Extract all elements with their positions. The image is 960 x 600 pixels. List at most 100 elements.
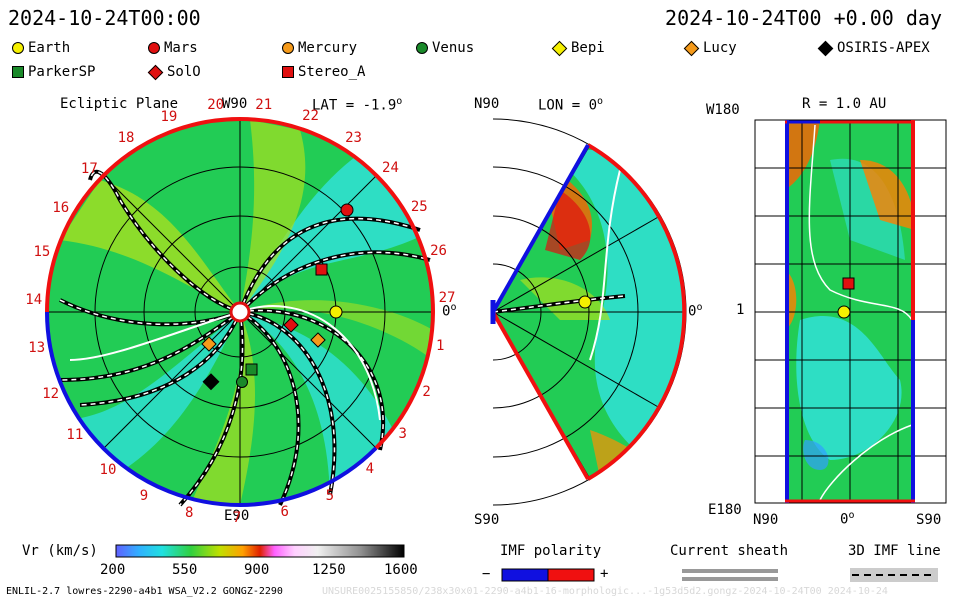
imf-polarity-minus: − xyxy=(482,566,491,582)
legend-label: Lucy xyxy=(703,40,737,56)
lucy-marker xyxy=(310,332,326,348)
circle-symbol-icon xyxy=(12,42,24,54)
ecliptic-lat-label: LAT = -1.9o xyxy=(312,96,403,114)
legend-item-solo: SolO xyxy=(147,64,201,80)
earth-marker xyxy=(329,305,343,319)
footer-right: UNSURE0025155850/238x30x01-2290-a4b1-16-… xyxy=(322,586,888,597)
circle-symbol-icon xyxy=(416,42,428,54)
carrington-tick: 8 xyxy=(184,504,194,521)
carrington-tick: 25 xyxy=(410,198,428,215)
legend-item-venus: Venus xyxy=(416,40,474,56)
meridional-polarity-red-bottom xyxy=(491,311,590,480)
meridional-n90-label: N90 xyxy=(474,96,500,112)
circle-symbol-icon xyxy=(282,42,294,54)
carrington-tick: 16 xyxy=(52,200,70,217)
sun-icon xyxy=(229,301,251,323)
colorbar-tick-1250: 1250 xyxy=(312,562,346,578)
ecliptic-zero-label: 0o xyxy=(442,302,457,320)
meridional-lon-label: LON = 0o xyxy=(538,96,604,114)
current-sheath-label: Current sheath xyxy=(670,543,789,559)
radial-stereo-a-marker xyxy=(842,277,855,290)
ecliptic-current-sheet xyxy=(69,305,381,421)
meridional-current-sheet xyxy=(589,169,621,361)
legend-label: OSIRIS-APEX xyxy=(837,40,930,56)
legend-label: ParkerSP xyxy=(28,64,96,80)
radial-earth-marker xyxy=(837,305,851,319)
radial-grid xyxy=(754,119,947,504)
carrington-tick: 9 xyxy=(139,488,149,505)
carrington-tick: 6 xyxy=(280,504,289,521)
left-timestamp: 2024-10-24T00:00 xyxy=(8,6,201,30)
legend-label: Mars xyxy=(164,40,198,56)
ecliptic-polarity-red xyxy=(239,117,436,450)
carrington-tick: 24 xyxy=(382,160,399,177)
meridional-polarity-blue-top xyxy=(491,144,590,313)
square-symbol-icon xyxy=(12,66,24,78)
solo-marker xyxy=(283,317,299,333)
footer-left: ENLIL-2.7 lowres-2290-a4b1 WSA_V2.2 GONG… xyxy=(6,586,283,597)
right-timestamp: 2024-10-24T00 +0.00 day xyxy=(665,6,942,30)
carrington-tick: 22 xyxy=(302,108,319,125)
colorbar-label: Vr (km/s) xyxy=(22,543,98,559)
carrington-tick: 10 xyxy=(99,462,117,479)
radial-zero-label: 0o xyxy=(840,510,855,528)
stereo-a-marker xyxy=(315,263,328,276)
imf-polarity-plus: + xyxy=(600,566,609,582)
carrington-tick: 2 xyxy=(422,384,431,401)
meridional-earth-marker xyxy=(578,295,592,309)
osiris-apex-marker xyxy=(202,373,220,391)
carrington-tick: 3 xyxy=(398,426,407,442)
ecliptic-w90-label: W90 xyxy=(222,96,248,112)
mars-marker xyxy=(340,203,354,217)
ecliptic-polarity-blue xyxy=(45,311,378,508)
legend-label: Earth xyxy=(28,40,71,56)
legend-item-stereo-a: Stereo_A xyxy=(282,64,365,80)
carrington-tick: 14 xyxy=(25,291,43,308)
legend-item-mercury: Mercury xyxy=(282,40,357,56)
radial-n90-label: N90 xyxy=(753,512,779,528)
mercury-bepi-marker xyxy=(201,336,217,352)
radial-e180-label: E180 xyxy=(708,502,742,518)
current-sheath-line-2 xyxy=(682,577,778,581)
legend-label: Venus xyxy=(432,40,475,56)
legend-item-bepi: Bepi xyxy=(551,40,605,56)
radial-s90-label: S90 xyxy=(916,512,942,528)
carrington-tick: 20 xyxy=(207,97,225,114)
ecliptic-polarity-red-2 xyxy=(45,117,241,313)
carrington-tick: 1 xyxy=(435,338,445,355)
radial-w180-label: W180 xyxy=(706,102,740,118)
imf-polarity-plus-swatch xyxy=(547,568,595,582)
carrington-tick: 26 xyxy=(430,242,447,259)
current-sheath-line-1 xyxy=(682,569,778,573)
imf-polarity-minus-swatch xyxy=(501,568,549,582)
carrington-tick: 18 xyxy=(117,130,135,147)
ecliptic-e90-label: E90 xyxy=(224,508,250,524)
carrington-tick: 17 xyxy=(80,161,98,178)
imf-polarity-label: IMF polarity xyxy=(500,543,602,559)
legend-item-lucy: Lucy xyxy=(683,40,737,56)
carrington-tick: 21 xyxy=(255,97,273,114)
carrington-tick: 4 xyxy=(365,461,375,478)
legend-item-earth: Earth xyxy=(12,40,70,56)
carrington-tick: 15 xyxy=(33,244,51,261)
colorbar-tick-1600: 1600 xyxy=(384,562,418,578)
meridional-polarity-red xyxy=(586,143,687,481)
meridional-s90-label: S90 xyxy=(474,512,500,528)
colorbar-tick-200: 200 xyxy=(100,562,126,578)
legend-label: Mercury xyxy=(298,40,358,56)
colorbar-gradient xyxy=(115,544,405,558)
legend-item-parkersp: ParkerSP xyxy=(12,64,95,80)
radial-title: R = 1.0 AU xyxy=(802,96,887,112)
colorbar-tick-550: 550 xyxy=(172,562,198,578)
carrington-tick: 23 xyxy=(345,129,362,146)
square-symbol-icon xyxy=(282,66,294,78)
legend-label: Bepi xyxy=(571,40,605,56)
carrington-tick: 13 xyxy=(28,339,46,356)
meridional-plane-panel xyxy=(490,118,687,506)
meridional-zero-label: 0o xyxy=(688,302,703,320)
carrington-tick: 19 xyxy=(160,108,178,125)
imf-line-label: 3D IMF line xyxy=(848,543,941,559)
legend-item-osiris-apex: OSIRIS-APEX xyxy=(817,40,930,56)
carrington-tick: 7 xyxy=(232,509,242,526)
